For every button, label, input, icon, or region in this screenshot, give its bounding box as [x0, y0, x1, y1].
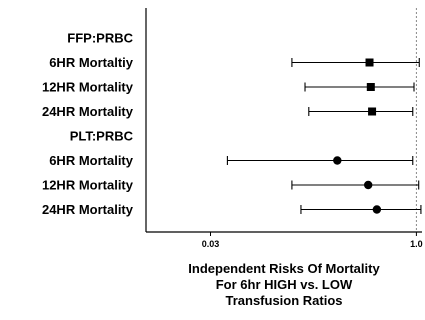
- point-estimate-square: [366, 83, 375, 91]
- x-tick-label: 1.0: [410, 239, 423, 249]
- row-label: 12HR Mortality: [42, 178, 134, 193]
- row-label: 6HR Mortaltiy: [49, 55, 134, 70]
- row-label: 12HR Mortality: [42, 80, 134, 95]
- x-axis-label-line: Independent Risks Of Mortality: [188, 261, 380, 276]
- x-tick-label: 0.03: [202, 239, 220, 249]
- group-header-label: PLT:PRBC: [70, 129, 134, 144]
- point-estimate-circle: [372, 205, 382, 214]
- x-axis-label-line: Transfusion Ratios: [225, 293, 342, 308]
- x-axis: 0.03 1.0: [146, 231, 423, 249]
- point-estimate-circle: [363, 180, 373, 190]
- plot-area: [145, 8, 422, 232]
- point-estimate-square: [368, 107, 377, 116]
- row-label: 24HR Mortality: [42, 104, 134, 119]
- row-label: 6HR Mortality: [49, 153, 134, 168]
- row-label: 24HR Mortality: [42, 202, 134, 217]
- group-header-label: FFP:PRBC: [67, 31, 133, 46]
- point-estimate-square: [365, 58, 374, 67]
- point-estimate-circle: [333, 156, 342, 165]
- x-axis-label-line: For 6hr HIGH vs. LOW: [216, 277, 353, 292]
- row-labels: FFP:PRBC 6HR Mortaltiy 12HR Mortality 24HR …: [42, 31, 134, 218]
